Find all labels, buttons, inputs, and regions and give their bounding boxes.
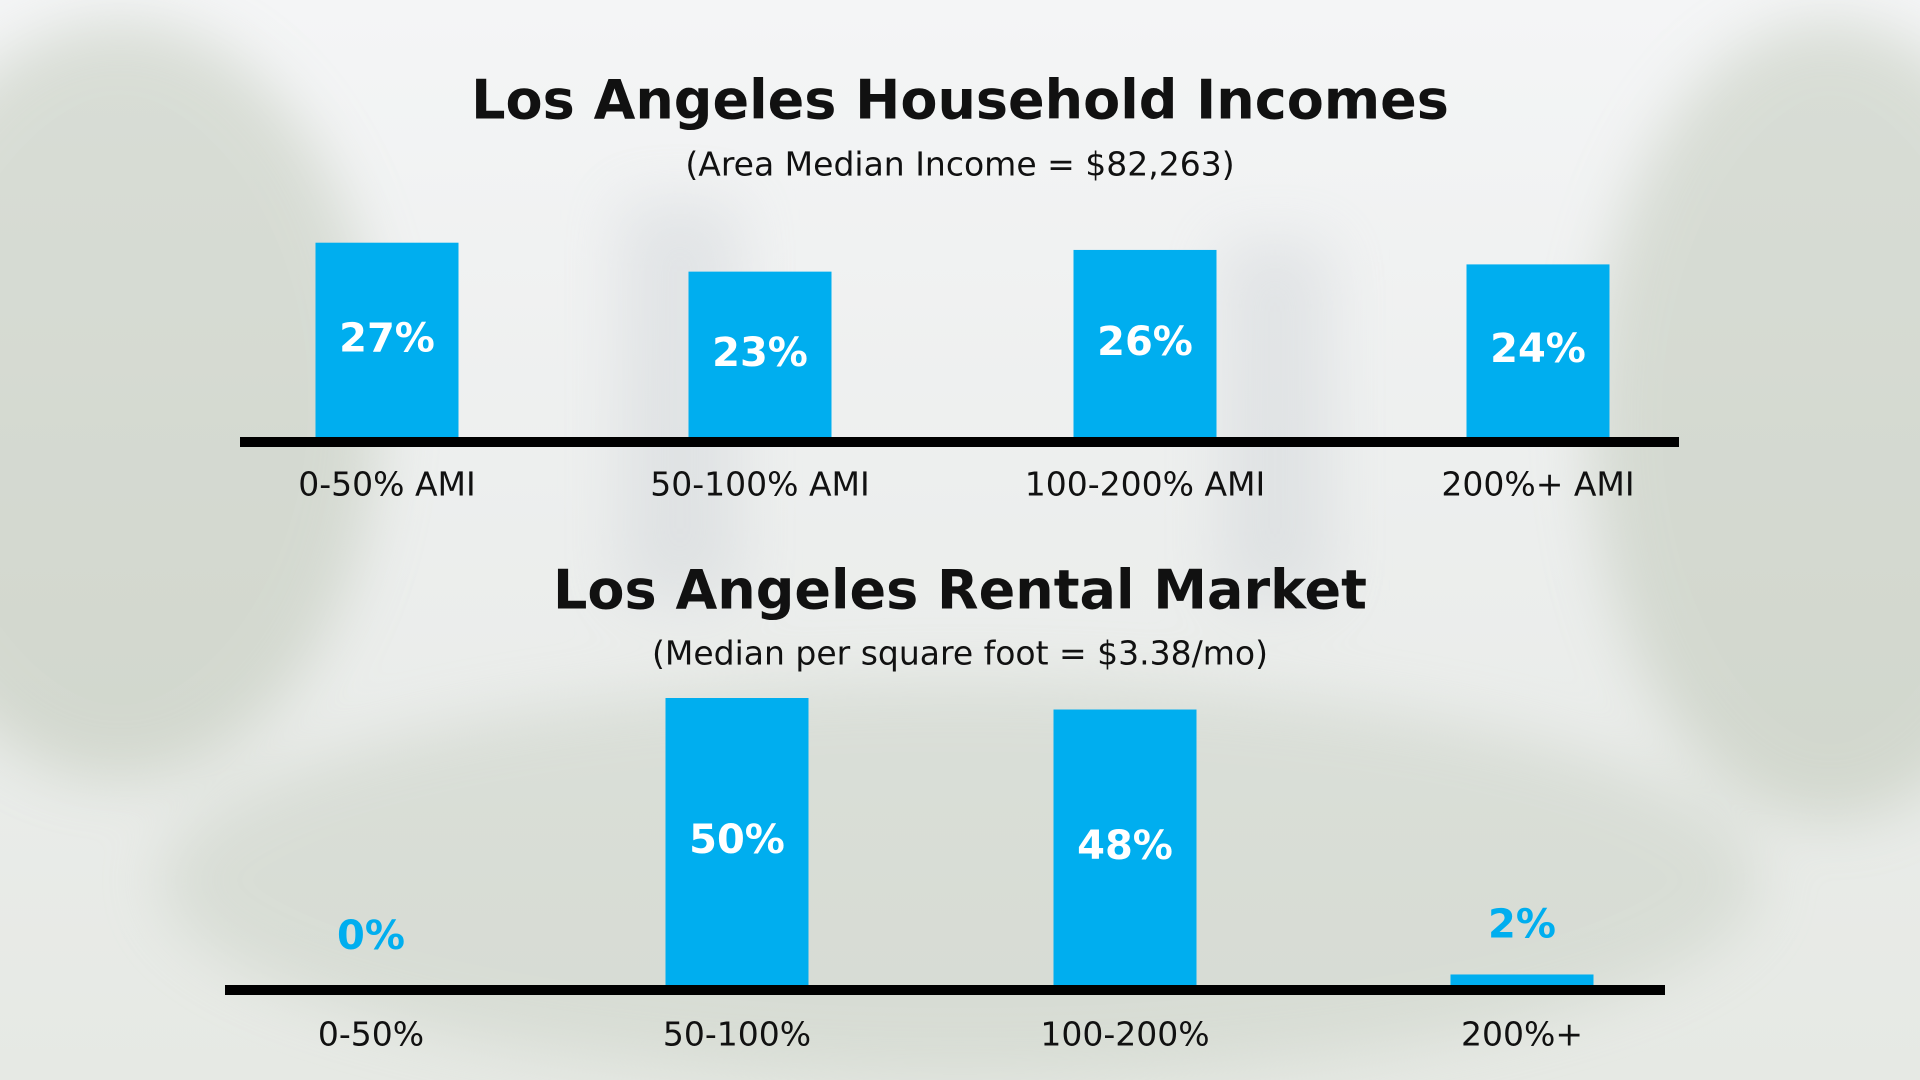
- x-tick-label: 200%+ AMI: [1441, 465, 1634, 504]
- bar: [665, 698, 809, 986]
- bar: [1053, 709, 1197, 986]
- value-label: 26%: [1097, 319, 1193, 365]
- x-tick-label: 50-100% AMI: [650, 465, 870, 504]
- chart-subtitle: (Area Median Income = $82,263): [685, 145, 1234, 184]
- x-tick-label: 200%+: [1461, 1015, 1583, 1054]
- x-tick-label: 0-50%: [318, 1015, 424, 1054]
- chart-title: Los Angeles Rental Market: [553, 559, 1367, 622]
- bar: [315, 242, 459, 438]
- x-tick-label: 50-100%: [663, 1015, 811, 1054]
- bar: [1450, 974, 1594, 986]
- x-tick-label: 100-200%: [1040, 1015, 1209, 1054]
- x-tick-label: 100-200% AMI: [1025, 465, 1266, 504]
- value-label: 2%: [1488, 901, 1556, 947]
- bar: [1073, 249, 1217, 438]
- value-label: 27%: [339, 315, 435, 361]
- bar: [1466, 264, 1610, 438]
- value-label: 0%: [337, 913, 405, 959]
- background-photo: [0, 20, 1920, 1080]
- value-label: 23%: [712, 330, 808, 376]
- bar: [688, 271, 832, 438]
- value-label: 24%: [1490, 326, 1586, 372]
- chart-subtitle: (Median per square foot = $3.38/mo): [652, 634, 1268, 673]
- value-label: 48%: [1077, 823, 1173, 869]
- chart-title: Los Angeles Household Incomes: [471, 69, 1449, 132]
- value-label: 50%: [689, 817, 785, 863]
- x-tick-label: 0-50% AMI: [298, 465, 476, 504]
